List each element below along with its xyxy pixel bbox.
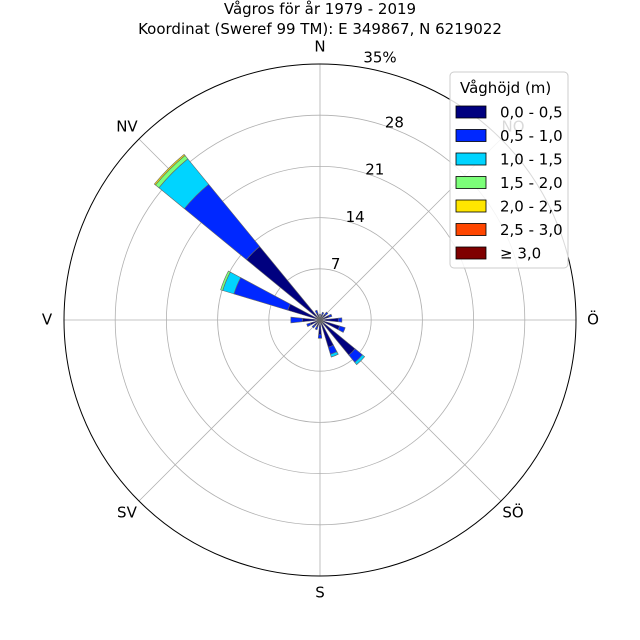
rose-bar-segment — [319, 313, 321, 316]
rose-bar-segment — [306, 322, 312, 327]
rose-bar-segment — [321, 311, 325, 316]
legend-swatch — [455, 176, 487, 189]
rose-bar-segment — [337, 317, 343, 323]
rose-bar-segment — [311, 324, 316, 329]
legend-entry-label: 1,0 - 1,5 — [500, 151, 563, 169]
legend-entry-label: 0,5 - 1,0 — [500, 127, 563, 145]
chart-title: Vågros för år 1979 - 2019 — [224, 0, 416, 18]
legend-entry-label: ≥ 3,0 — [500, 245, 541, 263]
legend-title: Våghöjd (m) — [460, 79, 551, 97]
radial-tick-label: 21 — [365, 161, 384, 179]
rose-bars — [153, 153, 366, 366]
chart-subtitle: Koordinat (Sweref 99 TM): E 349867, N 62… — [138, 20, 502, 38]
rose-bar-segment — [327, 313, 333, 318]
legend-swatch — [455, 199, 487, 213]
direction-label: N — [314, 38, 325, 56]
rose-bar-segment — [330, 351, 339, 358]
rose-bar-segment — [153, 153, 186, 186]
legend-entry-label: 2,5 - 3,0 — [500, 221, 563, 239]
legend-swatch — [455, 105, 487, 119]
legend-swatch — [455, 152, 487, 166]
legend: Våghöjd (m) 0,0 - 0,5 0,5 - 1,0 1,0 - 1,5 1,… — [449, 71, 569, 269]
rose-bar-segment — [324, 311, 329, 316]
rose-bar-segment — [337, 325, 346, 333]
direction-label: NV — [116, 117, 138, 135]
legend-box — [449, 71, 569, 269]
legend-entry-label: 2,0 - 2,5 — [500, 198, 563, 216]
rose-bar-segment — [354, 354, 366, 366]
rose-bar-segment — [314, 326, 319, 331]
direction-label: S — [315, 584, 325, 602]
rose-bar-segment — [317, 334, 323, 339]
radial-unit-label: 35% — [363, 49, 396, 67]
direction-label: SV — [117, 504, 138, 522]
legend-swatch — [455, 223, 487, 236]
legend-entry-label: 1,5 - 2,0 — [500, 174, 563, 192]
radial-tick-label: 14 — [346, 208, 365, 226]
legend-swatch — [455, 129, 487, 142]
rose-bar-segment — [220, 270, 231, 291]
direction-label: V — [42, 311, 53, 329]
outer-ring — [63, 63, 577, 577]
legend-entry-label: 0,0 - 0,5 — [500, 104, 563, 122]
grid-spoke — [138, 319, 321, 502]
rose-bar-segment — [314, 309, 319, 314]
radial-tick-label: 7 — [331, 255, 341, 273]
rose-bar-segment — [290, 316, 303, 324]
legend-swatch — [455, 246, 487, 260]
direction-label: Ö — [587, 310, 599, 329]
radial-tick-label: 28 — [385, 113, 404, 131]
direction-label: SÖ — [502, 503, 523, 522]
